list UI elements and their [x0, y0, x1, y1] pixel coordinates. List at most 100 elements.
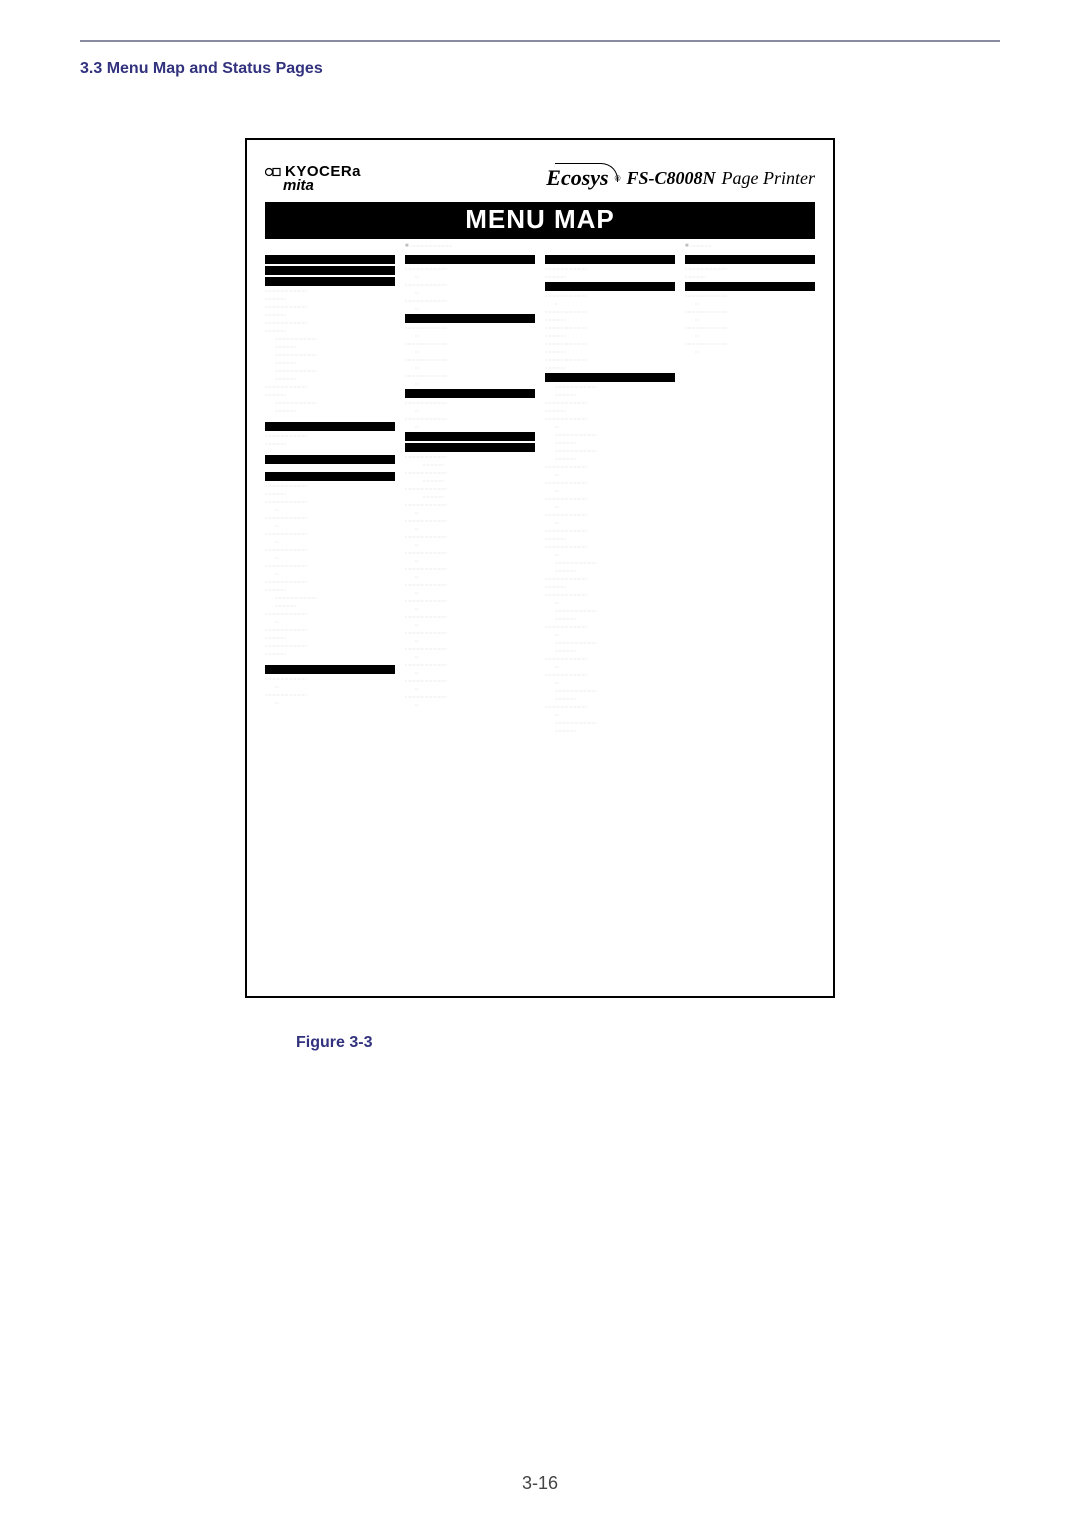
menu-item: ::::::::::::::::::::::::::::::::: [405, 502, 535, 508]
menu-value: :::: [265, 555, 395, 561]
menu-subitem: ::::::::::::::::: [265, 296, 395, 302]
menu-value: :::: [405, 290, 535, 296]
menu-subitem: ::::::::::::::::: [265, 312, 395, 318]
menu-value: :::: [545, 520, 675, 526]
menu-subitem: ::::::::::::::::: [545, 440, 675, 446]
menu-subitem: ::::::::::::::::: [265, 328, 395, 334]
menu-value: :::: [405, 638, 535, 644]
menu-subitem: ::::::::::::::::: [265, 392, 395, 398]
menu-value: :::: [545, 680, 675, 686]
menu-item: ::::::::::::::::::::::::::::::::: [405, 582, 535, 588]
section-header-bar: [265, 266, 395, 275]
menu-value: :::: [405, 365, 535, 371]
menu-item: ::::::::::::::::::::::::::::::::: [265, 611, 395, 617]
printer-label: Page Printer: [722, 168, 815, 189]
cont-marker: ■ ::::::::::::::::: [685, 243, 815, 249]
menu-item: ::::::::::::::::::::::::::::::::: [405, 678, 535, 684]
menu-item: ::::::::::::::::::::::::::::::::: [545, 656, 675, 662]
kyocera-logo: KYOCERa mita: [265, 164, 361, 193]
menu-map-title-bar: MENU MAP: [265, 202, 815, 239]
kyocera-mark-icon: [265, 164, 281, 180]
menu-subitem: ::::::::::::::::: [265, 587, 395, 593]
menu-item: ::::::::::::::::::::::::::::::::: [265, 304, 395, 310]
menu-item: ::::::::::::::::::::::::::::::::: [265, 579, 395, 585]
menu-value: :::: [265, 539, 395, 545]
menu-item: ::::::::::::::::::::::::::::::::: [405, 662, 535, 668]
menu-subitem: ::::::::::::::::: [265, 491, 395, 497]
menu-item: ::::::::::::::::::::::::::::::::: [685, 266, 815, 272]
menu-item: ::::::::::::::::::::::::::::::::: [405, 614, 535, 620]
menu-item: ::::::::::::::::::::::::::::::::: [265, 483, 395, 489]
menu-item: ::::::::::::::::::::::::::::::::: [545, 432, 675, 438]
ecosys-arc-icon: [553, 163, 620, 182]
section-header-bar: [545, 255, 675, 264]
menu-item: ::::::::::::::::::::::::::::::::: [545, 293, 675, 299]
menu-item: ::::::::::::::::::::::::::::::::: [545, 309, 675, 315]
menu-item: ::::::::::::::::::::::::::::::::: [265, 400, 395, 406]
menu-item: ::::::::::::::::::::::::::::::::: [405, 534, 535, 540]
menu-value: :::: [405, 702, 535, 708]
menu-item: ::::::::::::::::::::::::::::::::: [685, 309, 815, 315]
menu-subitem: ::::::::::::::::: [265, 635, 395, 641]
brand-row: KYOCERa mita Ecosys ® FS-C8008N Page Pri…: [265, 158, 815, 198]
menu-subitem: ::::::::::::::::: [545, 568, 675, 574]
menu-subitem: ::::::::::::::::: [265, 408, 395, 414]
section-header-bar: [265, 255, 395, 264]
menu-value: :::: [685, 333, 815, 339]
menu-item: ::::::::::::::::::::::::::::::::: [405, 486, 535, 492]
menu-item: ::::::::::::::::::::::::::::::::: [405, 325, 535, 331]
menu-item: ::::::::::::::::::::::::::::::::: [405, 518, 535, 524]
section-header-bar: [265, 277, 395, 286]
menu-item: ::::::::::::::::::::::::::::::::: [265, 352, 395, 358]
menu-value: :::: [685, 349, 815, 355]
menu-value: :::: [685, 301, 815, 307]
menu-item: ::::::::::::::::::::::::::::::::: [405, 630, 535, 636]
menu-item: ::::::::::::::::::::::::::::::::: [685, 325, 815, 331]
menu-value: :::: [545, 712, 675, 718]
menu-value: :::: [545, 301, 675, 307]
menu-item: ::::::::::::::::::::::::::::::::: [405, 266, 535, 272]
menu-value: :::: [405, 622, 535, 628]
menu-column-1: ::::::::::::::::::::::::::::::::::::::::…: [265, 255, 395, 734]
menu-item: ::::::::::::::::::::::::::::::::: [545, 640, 675, 646]
section-header-bar: [685, 255, 815, 264]
menu-item: ::::::::::::::::::::::::::::::::: [265, 515, 395, 521]
menu-subitem: ::::::::::::::::: [545, 392, 675, 398]
top-rule: [80, 40, 1000, 42]
menu-item: ::::::::::::::::::::::::::::::::: [265, 563, 395, 569]
menu-item: ::::::::::::::::::::::::::::::::: [265, 627, 395, 633]
menu-subitem: ::::::::::::::::: [545, 456, 675, 462]
menu-value: ::::::::::::::::: [405, 462, 535, 468]
menu-value: :::: [405, 274, 535, 280]
menu-item: ::::::::::::::::::::::::::::::::: [545, 528, 675, 534]
menu-value: :::: [265, 507, 395, 513]
menu-item: ::::::::::::::::::::::::::::::::: [545, 325, 675, 331]
menu-item: ::::::::::::::::::::::::::::::::: [545, 266, 675, 272]
menu-value: :::: [545, 472, 675, 478]
menu-subitem: ::::::::::::::::: [265, 651, 395, 657]
menu-item: ::::::::::::::::::::::::::::::::: [405, 282, 535, 288]
section-header-bar: [265, 472, 395, 481]
ecosys-word: Ecosys: [546, 165, 608, 191]
brand-lower: mita: [283, 178, 361, 193]
section-header-bar: [545, 282, 675, 291]
menu-value: :::: [545, 488, 675, 494]
menu-value: :::: [405, 526, 535, 532]
menu-subitem: ::::::::::::::::: [545, 728, 675, 734]
menu-item: ::::::::::::::::::::::::::::::::: [265, 676, 395, 682]
section-header-bar: [545, 373, 675, 382]
menu-item: ::::::::::::::::::::::::::::::::: [265, 433, 395, 439]
menu-item: ::::::::::::::::::::::::::::::::: [265, 499, 395, 505]
document-page: 3.3 Menu Map and Status Pages KYOCERa mi…: [0, 0, 1080, 1528]
menu-item: ::::::::::::::::::::::::::::::::: [405, 416, 535, 422]
menu-item: ::::::::::::::::::::::::::::::::: [545, 592, 675, 598]
menu-value: :::: [405, 542, 535, 548]
menu-item: ::::::::::::::::::::::::::::::::: [545, 384, 675, 390]
section-heading: 3.3 Menu Map and Status Pages: [80, 60, 1000, 78]
section-header-bar: [405, 443, 535, 452]
menu-item: ::::::::::::::::::::::::::::::::: [265, 368, 395, 374]
menu-column-2: ::::::::::::::::::::::::::::::::::::::::…: [405, 255, 535, 734]
menu-value: ::::::::::::::::: [405, 494, 535, 500]
menu-subitem: ::::::::::::::::: [545, 696, 675, 702]
columns: ::::::::::::::::::::::::::::::::::::::::…: [265, 255, 815, 734]
